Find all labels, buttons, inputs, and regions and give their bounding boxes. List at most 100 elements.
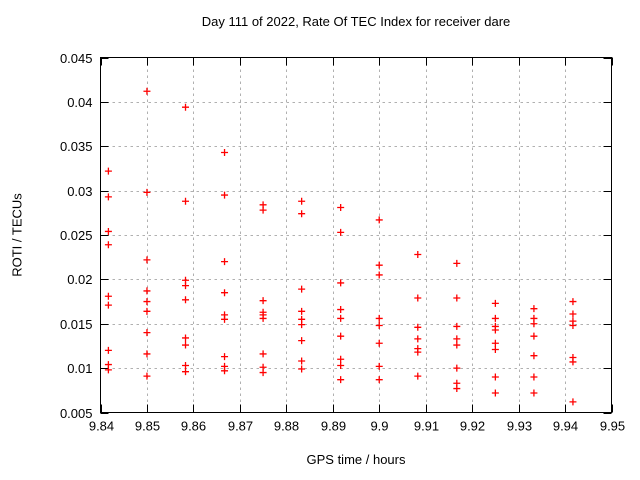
x-tick-label: 9.89 — [321, 419, 346, 434]
data-point — [182, 334, 190, 342]
data-point — [143, 287, 151, 295]
data-point — [414, 348, 422, 356]
data-point — [143, 329, 151, 337]
y-axis-label: ROTI / TECUs — [9, 193, 25, 277]
data-point — [453, 294, 461, 302]
data-point — [182, 361, 190, 369]
data-point — [143, 256, 151, 264]
data-point — [221, 353, 229, 361]
data-point — [491, 299, 499, 307]
data-point — [530, 373, 538, 381]
data-point — [337, 361, 345, 369]
data-point — [298, 197, 306, 205]
data-point — [414, 323, 422, 331]
data-point — [530, 305, 538, 313]
y-tick-label: 0.02 — [67, 272, 92, 287]
data-point — [491, 326, 499, 334]
data-point — [375, 271, 383, 279]
x-axis-label: GPS time / hours — [306, 452, 406, 467]
data-point — [221, 191, 229, 199]
data-point — [298, 307, 306, 315]
data-point — [337, 228, 345, 236]
data-point — [298, 357, 306, 365]
data-point — [259, 369, 267, 377]
data-point — [337, 314, 345, 322]
data-point — [259, 206, 267, 214]
data-point — [491, 373, 499, 381]
data-point — [337, 376, 345, 384]
x-tick-label: 9.94 — [553, 419, 578, 434]
data-point — [337, 279, 345, 287]
data-point — [530, 389, 538, 397]
tick-labels: 9.84 9.85 9.86 9.87 9.88 9.89 9.9 9.91 9.92 9.93 9… — [60, 51, 625, 434]
x-tick-label: 9.92 — [460, 419, 485, 434]
data-point — [491, 314, 499, 322]
y-tick-label: 0.035 — [60, 139, 93, 154]
x-tick-label: 9.91 — [414, 419, 439, 434]
y-tick-label: 0.045 — [60, 51, 93, 66]
data-point — [569, 398, 577, 406]
data-point — [182, 197, 190, 205]
data-point — [221, 289, 229, 297]
x-tick-label: 9.88 — [274, 419, 299, 434]
x-tick-label: 9.84 — [89, 419, 114, 434]
data-point — [530, 332, 538, 340]
data-point — [491, 345, 499, 353]
data-point — [530, 352, 538, 360]
data-point — [337, 203, 345, 211]
data-point — [414, 251, 422, 259]
data-point — [375, 216, 383, 224]
x-tick-label: 9.93 — [507, 419, 532, 434]
data-point — [259, 350, 267, 358]
x-tick-label: 9.85 — [135, 419, 160, 434]
data-point — [143, 350, 151, 358]
data-point — [104, 193, 112, 201]
data-point — [104, 241, 112, 249]
data-point — [337, 355, 345, 363]
data-point — [221, 258, 229, 266]
data-point — [182, 282, 190, 290]
y-tick-label: 0.005 — [60, 406, 93, 421]
data-point — [182, 368, 190, 376]
data-point — [453, 341, 461, 349]
data-point — [104, 346, 112, 354]
data-point — [143, 307, 151, 315]
data-point — [569, 298, 577, 306]
data-point — [143, 87, 151, 95]
data-point — [569, 322, 577, 330]
data-point — [298, 210, 306, 218]
plot-border — [100, 57, 612, 413]
y-tick-label: 0.015 — [60, 317, 93, 332]
chart-title: Day 111 of 2022, Rate Of TEC Index for r… — [201, 14, 511, 29]
data-point — [453, 335, 461, 343]
data-point — [453, 385, 461, 393]
data-point — [337, 332, 345, 340]
data-point — [491, 389, 499, 397]
data-point — [104, 167, 112, 175]
data-point — [221, 315, 229, 323]
x-tick-label: 9.87 — [228, 419, 253, 434]
data-point — [569, 358, 577, 366]
data-point — [375, 322, 383, 330]
data-point — [182, 103, 190, 111]
data-point — [143, 188, 151, 196]
data-point — [375, 261, 383, 269]
series-roti — [104, 87, 577, 406]
x-tick-label: 9.86 — [181, 419, 206, 434]
data-point — [182, 296, 190, 304]
data-point — [530, 320, 538, 328]
data-point — [375, 376, 383, 384]
data-point — [491, 339, 499, 347]
data-point — [375, 362, 383, 370]
data-point — [143, 298, 151, 306]
data-point — [104, 301, 112, 309]
data-point — [414, 335, 422, 343]
x-tick-label: 9.9 — [370, 419, 388, 434]
data-point — [259, 314, 267, 322]
data-point — [221, 148, 229, 156]
data-point — [259, 297, 267, 305]
y-tick-label: 0.03 — [67, 184, 92, 199]
data-point — [104, 227, 112, 235]
